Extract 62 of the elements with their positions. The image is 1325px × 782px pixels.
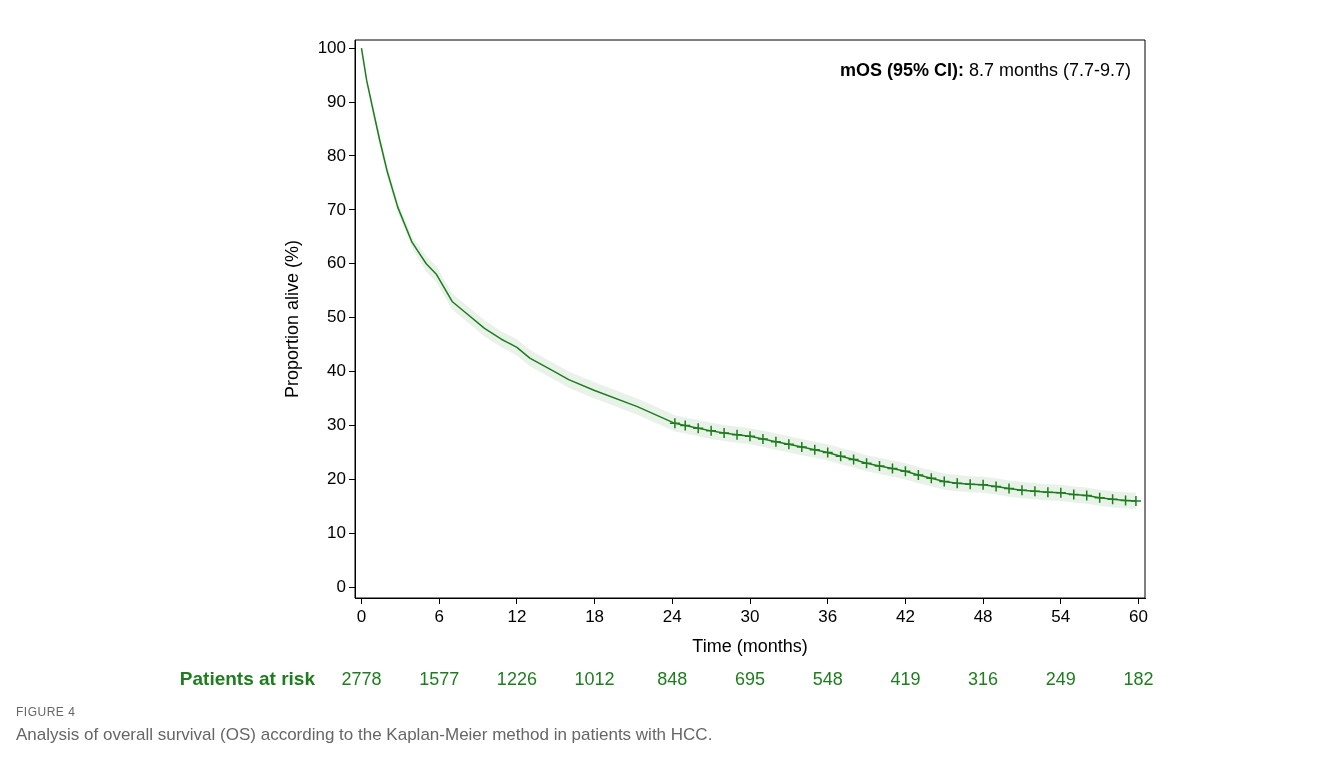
point xyxy=(925,472,938,485)
point xyxy=(783,438,795,451)
text: Patients at risk xyxy=(179,668,316,690)
x-tick-label: 54 xyxy=(1051,606,1071,626)
text: 1226 xyxy=(496,668,537,689)
x-tick-label: 12 xyxy=(507,606,527,626)
x-tick-label: 6 xyxy=(434,606,444,626)
point xyxy=(1016,484,1028,496)
text: 695 xyxy=(734,668,766,689)
y-tick-label: 50 xyxy=(327,307,346,327)
y-tick-label: 60 xyxy=(327,253,346,273)
x-tick-label: 36 xyxy=(818,606,838,626)
point xyxy=(692,422,704,434)
y-tick-label: 20 xyxy=(327,469,346,489)
point xyxy=(770,435,782,448)
text: 249 xyxy=(1045,668,1076,689)
x-tick-label: 0 xyxy=(356,606,367,626)
x-tick-label: 24 xyxy=(662,606,682,626)
text: 1577 xyxy=(419,668,460,689)
point xyxy=(951,477,963,489)
point xyxy=(1055,487,1067,499)
y-tick-label: 40 xyxy=(327,361,346,381)
point xyxy=(912,469,925,481)
x-tick-label: 60 xyxy=(1129,606,1148,626)
point xyxy=(757,433,769,445)
y-tick-label: 10 xyxy=(327,522,346,542)
x-tick-label: 42 xyxy=(895,606,915,626)
text: 316 xyxy=(968,668,999,689)
y-tick-label: 80 xyxy=(327,145,346,165)
point xyxy=(847,453,860,466)
y-tick-label: 70 xyxy=(327,199,346,219)
point xyxy=(718,427,730,439)
x-axis-title: Time (months) xyxy=(692,636,808,657)
text: FIGURE 4 xyxy=(16,705,77,719)
text: 848 xyxy=(657,668,688,689)
point xyxy=(821,446,834,459)
text: 2778 xyxy=(341,668,382,689)
y-tick-label: 0 xyxy=(336,576,346,596)
y-axis-title: Proportion alive (%) xyxy=(281,239,302,399)
y-tick-label: 30 xyxy=(327,415,346,435)
point xyxy=(886,462,899,475)
point xyxy=(705,425,717,437)
text: 548 xyxy=(812,668,843,689)
point xyxy=(860,457,873,469)
x-tick-label: 18 xyxy=(585,606,605,626)
point xyxy=(796,441,808,453)
point xyxy=(873,460,886,472)
point xyxy=(1130,495,1142,507)
x-tick-label: 48 xyxy=(973,606,993,626)
y-tick-label: 90 xyxy=(327,91,346,111)
point xyxy=(899,465,912,478)
x-tick-label: 30 xyxy=(740,606,760,626)
text: 1012 xyxy=(574,668,615,689)
point xyxy=(834,450,847,462)
annotation: mOS (95% CI): 8.7 months (7.7-9.7) xyxy=(839,60,1131,80)
text: Analysis of overall survival (OS) according to the Kaplan-Meier method in patients with HCC. xyxy=(16,725,713,745)
text: 182 xyxy=(1123,668,1154,689)
point xyxy=(679,419,691,432)
y-tick-label: 100 xyxy=(317,37,346,57)
point xyxy=(977,479,989,491)
point xyxy=(669,417,681,430)
text: 419 xyxy=(890,668,921,689)
